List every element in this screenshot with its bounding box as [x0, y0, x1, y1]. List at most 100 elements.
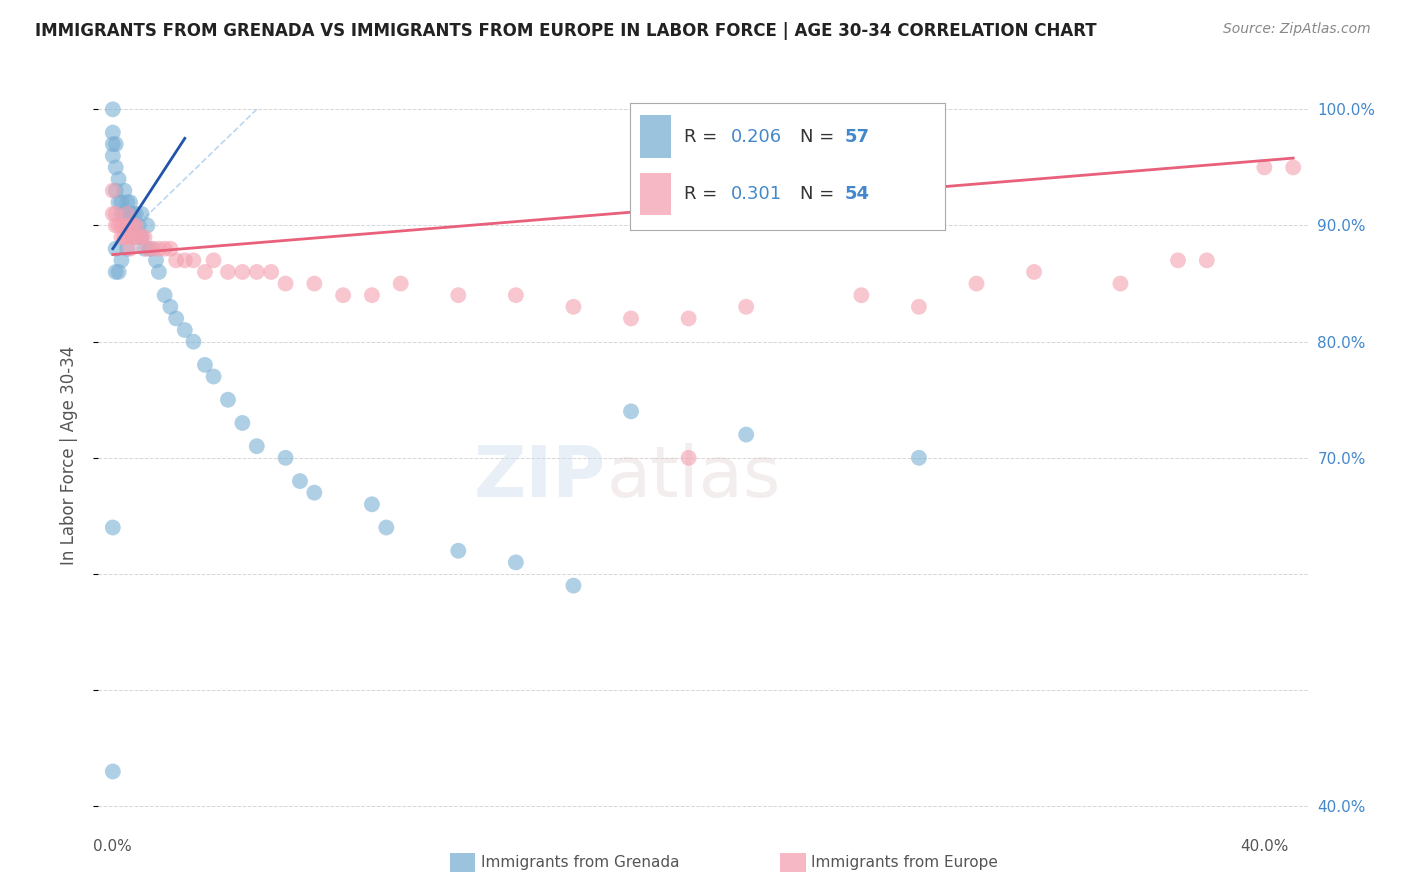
Text: ZIP: ZIP [474, 443, 606, 512]
Point [134, 242, 156, 256]
Point [735, 427, 758, 442]
Point [173, 323, 195, 337]
Point [231, 416, 253, 430]
Point [115, 207, 138, 221]
Point [202, 253, 225, 268]
Point [153, 288, 176, 302]
Text: atlas: atlas [606, 443, 780, 512]
Point [110, 219, 132, 233]
Point [107, 219, 129, 233]
Point [120, 195, 142, 210]
Point [125, 207, 148, 221]
Point [1022, 265, 1045, 279]
Point [112, 219, 135, 233]
Point [194, 358, 217, 372]
Point [165, 253, 187, 268]
Point [375, 520, 398, 534]
Point [107, 195, 129, 210]
Point [120, 207, 142, 221]
Point [104, 242, 127, 256]
Point [110, 230, 132, 244]
Point [678, 450, 700, 465]
Point [128, 230, 150, 244]
Point [110, 253, 132, 268]
Point [153, 242, 176, 256]
Point [1109, 277, 1132, 291]
Point [104, 265, 127, 279]
Point [194, 265, 217, 279]
Text: Immigrants from Europe: Immigrants from Europe [811, 855, 998, 870]
Point [389, 277, 412, 291]
Point [142, 242, 165, 256]
Point [115, 219, 138, 233]
Point [505, 555, 527, 569]
Point [562, 300, 585, 314]
Point [115, 230, 138, 244]
Point [107, 265, 129, 279]
Point [122, 219, 145, 233]
Point [304, 485, 326, 500]
Point [202, 369, 225, 384]
Point [361, 497, 384, 511]
Point [1167, 253, 1189, 268]
Point [120, 219, 142, 233]
Point [122, 230, 145, 244]
Point [101, 103, 124, 117]
Point [136, 219, 159, 233]
Text: IMMIGRANTS FROM GRENADA VS IMMIGRANTS FROM EUROPE IN LABOR FORCE | AGE 30-34 COR: IMMIGRANTS FROM GRENADA VS IMMIGRANTS FR… [35, 22, 1097, 40]
Point [101, 520, 124, 534]
Point [447, 288, 470, 302]
Point [735, 300, 758, 314]
Point [112, 230, 135, 244]
Point [110, 207, 132, 221]
Point [678, 311, 700, 326]
Point [231, 265, 253, 279]
Text: Immigrants from Grenada: Immigrants from Grenada [481, 855, 679, 870]
Point [128, 219, 150, 233]
Point [851, 288, 873, 302]
Point [274, 450, 297, 465]
Point [131, 230, 153, 244]
Point [183, 253, 205, 268]
Point [148, 242, 170, 256]
Point [139, 242, 162, 256]
Point [148, 265, 170, 279]
Point [217, 265, 239, 279]
Point [159, 300, 181, 314]
Point [112, 184, 135, 198]
Point [260, 265, 283, 279]
Point [304, 277, 326, 291]
Point [288, 474, 311, 488]
Point [908, 450, 931, 465]
Point [101, 149, 124, 163]
Point [110, 195, 132, 210]
Point [101, 764, 124, 779]
Point [122, 219, 145, 233]
Point [131, 230, 153, 244]
Point [159, 242, 181, 256]
Point [274, 277, 297, 291]
Point [104, 137, 127, 152]
Point [125, 219, 148, 233]
Point [183, 334, 205, 349]
Point [131, 207, 153, 221]
Point [107, 172, 129, 186]
Point [104, 207, 127, 221]
Point [620, 311, 643, 326]
Point [115, 242, 138, 256]
Point [246, 439, 269, 453]
Point [505, 288, 527, 302]
Point [217, 392, 239, 407]
Point [1282, 161, 1305, 175]
Text: Source: ZipAtlas.com: Source: ZipAtlas.com [1223, 22, 1371, 37]
Point [122, 207, 145, 221]
Point [101, 137, 124, 152]
Point [620, 404, 643, 418]
Point [101, 126, 124, 140]
Point [104, 219, 127, 233]
Point [104, 161, 127, 175]
Point [145, 253, 167, 268]
Point [1195, 253, 1218, 268]
Point [104, 184, 127, 198]
Point [120, 242, 142, 256]
